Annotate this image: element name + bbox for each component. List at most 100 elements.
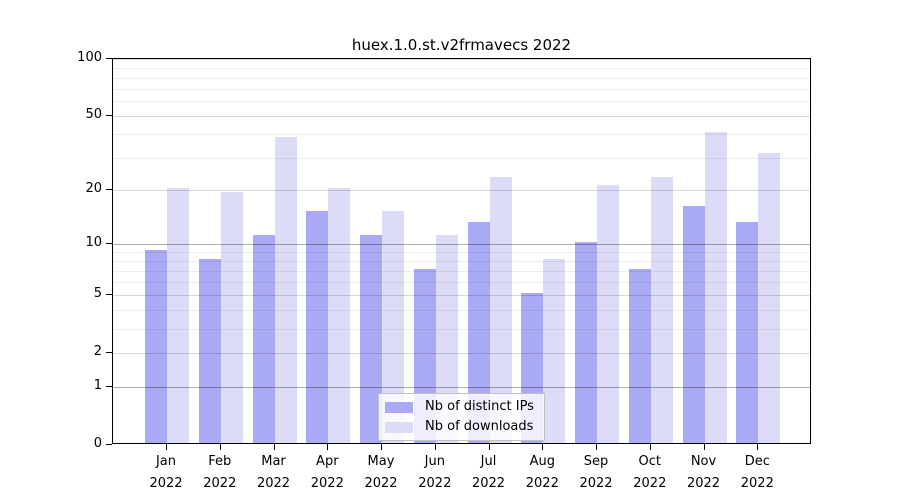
bar-ips-nov bbox=[682, 206, 705, 443]
year-label: 2022 bbox=[686, 476, 721, 491]
x-tick-dec bbox=[757, 444, 759, 450]
x-tick-label-mar: Mar 2022 bbox=[244, 451, 304, 495]
x-tick-mar bbox=[273, 444, 275, 450]
y-tick-label-100: 100 bbox=[77, 50, 102, 65]
legend-swatch-distinct-ips bbox=[385, 401, 413, 413]
x-tick-jan bbox=[166, 444, 167, 450]
bar-downloads-jul bbox=[489, 177, 512, 443]
year-label: 2022 bbox=[471, 476, 506, 491]
chart-title: huex.1.0.st.v2frmavecs 2022 bbox=[351, 36, 572, 54]
year-label: 2022 bbox=[149, 476, 183, 491]
x-tick-label-apr: Apr 2022 bbox=[297, 451, 357, 495]
gridline-60 bbox=[113, 101, 810, 103]
y-tick-label-20: 20 bbox=[85, 181, 102, 197]
legend: Nb of distinct IPs Nb of downloads bbox=[378, 393, 545, 441]
plot-area bbox=[112, 58, 811, 444]
bar-downloads-jun bbox=[435, 235, 458, 443]
bar-ips-jul bbox=[467, 222, 490, 443]
x-tick-feb bbox=[219, 444, 221, 450]
x-tick-sep bbox=[596, 444, 597, 450]
bar-ips-jan bbox=[145, 250, 167, 443]
bar-ips-sep bbox=[575, 242, 597, 443]
y-tick-label-1: 1 bbox=[93, 378, 102, 393]
year-label: 2022 bbox=[740, 476, 774, 491]
month-label: Oct bbox=[638, 454, 662, 469]
month-label: May bbox=[367, 454, 395, 469]
legend-entry-downloads: Nb of downloads bbox=[385, 419, 534, 435]
year-label: 2022 bbox=[256, 476, 291, 491]
year-label: 2022 bbox=[525, 476, 559, 491]
month-label: Aug bbox=[529, 454, 555, 469]
bar-downloads-dec bbox=[758, 153, 781, 443]
bar-ips-feb bbox=[198, 259, 221, 443]
y-tick-label-10: 10 bbox=[85, 235, 102, 251]
month-label: Mar bbox=[261, 454, 286, 469]
bar-downloads-oct bbox=[650, 177, 673, 443]
y-tick-1 bbox=[106, 386, 112, 387]
x-tick-aug bbox=[542, 444, 544, 450]
gridline-100 bbox=[113, 59, 810, 60]
gridline-80 bbox=[113, 77, 810, 79]
x-tick-may bbox=[381, 444, 382, 450]
x-tick-label-jul: Jul 2022 bbox=[459, 451, 519, 495]
x-tick-label-dec: Dec 2022 bbox=[727, 451, 787, 495]
y-tick-label-50: 50 bbox=[85, 107, 102, 123]
bar-downloads-apr bbox=[328, 188, 351, 443]
x-tick-label-oct: Oct 2022 bbox=[620, 451, 680, 495]
legend-label-distinct-ips: Nb of distinct IPs bbox=[425, 399, 534, 414]
month-label: Feb bbox=[208, 454, 232, 469]
x-tick-label-feb: Feb 2022 bbox=[190, 451, 250, 495]
bar-downloads-jan bbox=[167, 188, 189, 443]
legend-label-downloads: Nb of downloads bbox=[425, 419, 534, 434]
month-label: Nov bbox=[690, 454, 717, 469]
year-label: 2022 bbox=[310, 476, 344, 491]
year-label: 2022 bbox=[579, 476, 613, 491]
x-tick-label-jan: Jan 2022 bbox=[136, 451, 196, 495]
y-tick-50 bbox=[106, 115, 112, 117]
month-label: Jan bbox=[155, 454, 177, 469]
year-label: 2022 bbox=[203, 476, 237, 491]
x-tick-label-aug: Aug 2022 bbox=[512, 451, 572, 495]
bar-ips-oct bbox=[628, 269, 651, 443]
year-label: 2022 bbox=[418, 476, 452, 491]
x-tick-jun bbox=[434, 444, 436, 450]
y-tick-10 bbox=[106, 243, 112, 245]
y-tick-100 bbox=[106, 58, 112, 59]
year-label: 2022 bbox=[364, 476, 398, 491]
gridline-70 bbox=[113, 88, 810, 90]
x-tick-oct bbox=[649, 444, 651, 450]
x-tick-jul bbox=[488, 444, 490, 450]
bar-downloads-may bbox=[382, 211, 404, 443]
x-tick-label-sep: Sep 2022 bbox=[566, 451, 626, 495]
month-label: Dec bbox=[744, 454, 770, 469]
month-label: Apr bbox=[316, 454, 339, 469]
y-tick-2 bbox=[106, 352, 112, 354]
gridline-90 bbox=[113, 67, 810, 69]
x-tick-apr bbox=[327, 444, 329, 450]
y-tick-5 bbox=[106, 294, 112, 296]
bar-ips-may bbox=[360, 235, 382, 443]
y-tick-label-2: 2 bbox=[93, 344, 102, 360]
bar-downloads-mar bbox=[274, 136, 297, 443]
year-label: 2022 bbox=[633, 476, 667, 491]
month-label: Sep bbox=[583, 454, 609, 469]
gridline-50 bbox=[113, 116, 810, 118]
month-label: Jun bbox=[424, 454, 445, 469]
x-tick-label-nov: Nov 2022 bbox=[674, 451, 734, 495]
legend-swatch-downloads bbox=[385, 421, 413, 433]
x-tick-label-may: May 2022 bbox=[351, 451, 411, 495]
y-tick-0 bbox=[106, 444, 112, 445]
month-label: Jul bbox=[480, 454, 497, 469]
bar-ips-mar bbox=[252, 235, 275, 443]
bar-downloads-aug bbox=[543, 259, 566, 443]
bar-downloads-feb bbox=[220, 192, 243, 443]
bar-downloads-sep bbox=[597, 184, 619, 443]
legend-entry-distinct-ips: Nb of distinct IPs bbox=[385, 399, 534, 415]
y-tick-20 bbox=[106, 189, 112, 191]
bar-ips-dec bbox=[736, 222, 759, 443]
y-tick-label-0: 0 bbox=[93, 436, 102, 451]
x-tick-label-jun: Jun 2022 bbox=[405, 451, 465, 495]
x-tick-nov bbox=[703, 444, 705, 450]
y-tick-label-5: 5 bbox=[93, 286, 102, 302]
